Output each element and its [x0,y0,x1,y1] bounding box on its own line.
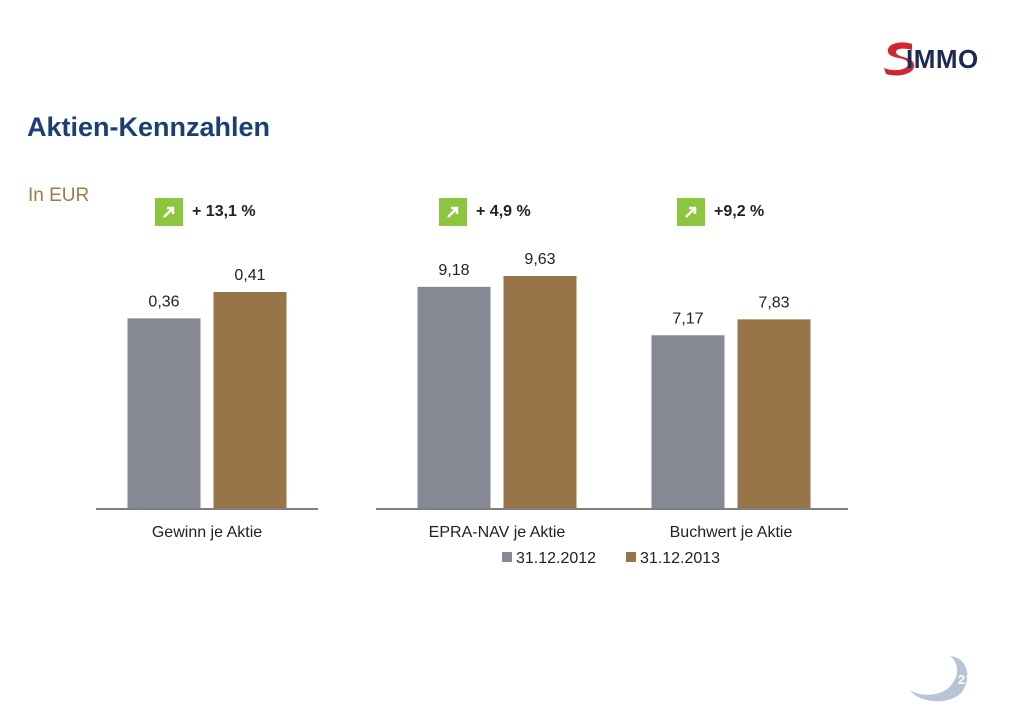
simmo-logo [884,42,915,76]
data-label: 9,18 [438,262,469,279]
logo-text: IMMO [906,44,979,74]
bar-2012-2 [651,335,725,508]
bar-2012-1 [417,286,491,508]
growth-percent: +9,2 % [714,203,765,220]
category-label: Buchwert je Aktie [670,524,793,541]
category-label: Gewinn je Aktie [152,524,262,541]
data-label: 7,83 [758,294,789,311]
data-label: 0,41 [234,267,265,284]
legend-label: 31.12.2013 [640,550,720,567]
page-swoosh-decoration [910,656,968,702]
legend-swatch-0 [502,552,512,562]
legend-swatch-1 [626,552,636,562]
unit-label: In EUR [28,185,90,206]
growth-percent: + 13,1 % [192,203,256,220]
bar-2013-1 [503,276,577,508]
data-label: 7,17 [672,310,703,327]
page-title: Aktien-Kennzahlen [27,112,271,142]
growth-badge-epra: + 4,9 % [439,198,531,226]
logo-s-shape [884,42,915,76]
growth-badge-buchwert: +9,2 % [677,198,764,226]
page-number: 21 [958,672,973,687]
bar-2013-0 [213,292,287,508]
bar-2012-0 [127,318,201,508]
arrow-up-right-icon [439,198,467,226]
data-label: 0,36 [148,293,179,310]
bar-2013-2 [737,319,811,508]
category-label: EPRA-NAV je Aktie [429,524,566,541]
data-label: 9,63 [524,251,555,268]
arrow-up-right-icon [155,198,183,226]
growth-badge-gewinn: + 13,1 % [155,198,256,226]
growth-percent: + 4,9 % [476,203,531,220]
arrow-up-right-icon [677,198,705,226]
legend-label: 31.12.2012 [516,550,596,567]
